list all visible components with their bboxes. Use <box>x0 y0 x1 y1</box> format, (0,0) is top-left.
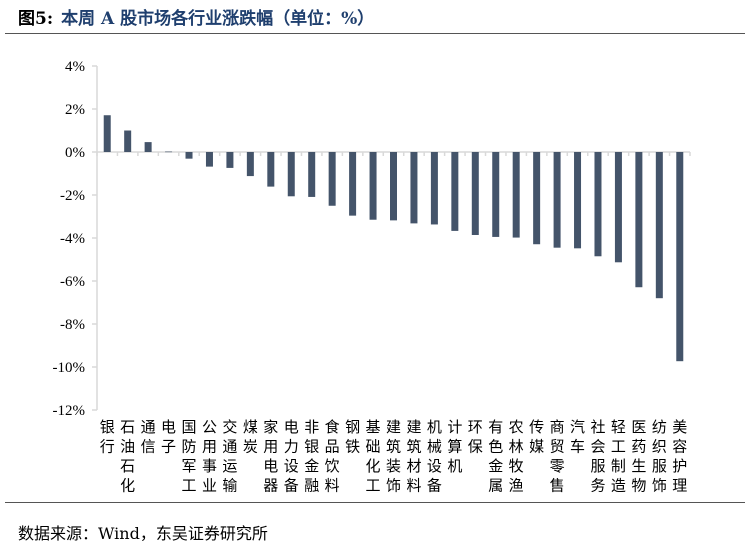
x-category-label: 食品饮料 <box>325 418 340 495</box>
x-category-label: 公用事业 <box>202 418 217 495</box>
bar-轻工制造 <box>614 152 622 263</box>
x-category-label: 钢铁 <box>345 418 360 456</box>
figure-title: 图5: 本周 A 股市场各行业涨跌幅（单位：%） <box>18 4 374 29</box>
x-category-label: 传媒 <box>529 418 544 456</box>
bar-基础化工 <box>369 152 377 220</box>
bar-食品饮料 <box>328 152 336 206</box>
y-tick-label: 2% <box>65 102 85 118</box>
bar-医药生物 <box>635 152 643 288</box>
bar-电力设备 <box>287 152 295 197</box>
bar-电子 <box>165 151 173 153</box>
x-category-label: 有色金属 <box>488 418 503 495</box>
y-tick-label: -10% <box>53 360 86 376</box>
x-category-label: 计算机 <box>447 418 462 475</box>
bar-交通运输 <box>226 152 234 168</box>
x-category-label: 医药生物 <box>631 418 646 495</box>
x-category-label: 农林牧渔 <box>509 418 524 495</box>
bar-有色金属 <box>492 152 500 237</box>
x-category-label: 电子 <box>161 418 176 456</box>
y-tick-label: -4% <box>60 231 85 247</box>
x-category-label: 家用电器 <box>263 418 278 495</box>
y-tick-label: -8% <box>60 317 85 333</box>
y-tick-label: 0% <box>65 145 85 161</box>
bar-美容护理 <box>676 152 684 362</box>
source-note: 数据来源：Wind，东吴证券研究所 <box>18 524 268 543</box>
x-category-label: 美容护理 <box>672 418 687 495</box>
bar-社会服务 <box>594 152 602 257</box>
x-category-label: 商贸零售 <box>550 418 565 495</box>
bar-煤炭 <box>246 152 254 177</box>
bar-商贸零售 <box>553 152 561 248</box>
x-category-label: 银行 <box>100 418 115 456</box>
bar-非银金融 <box>308 152 316 197</box>
x-category-label: 交通运输 <box>222 418 237 495</box>
bar-建筑材料 <box>410 152 418 224</box>
bar-建筑装饰 <box>390 152 397 221</box>
y-tick-label: -2% <box>60 188 85 204</box>
x-category-label: 基础化工 <box>366 418 381 495</box>
x-category-label: 石油石化 <box>120 418 135 495</box>
x-category-label: 国防军工 <box>182 418 197 495</box>
x-category-label: 纺织服饰 <box>652 418 667 495</box>
x-category-label: 环保 <box>468 418 483 456</box>
bar-国防军工 <box>185 152 193 159</box>
figure-label: 图5: <box>18 9 54 29</box>
y-tick-label: 4% <box>65 59 85 75</box>
bottom-divider <box>5 502 745 503</box>
bar-银行 <box>103 115 111 152</box>
y-tick-label: -6% <box>60 274 85 290</box>
bar-计算机 <box>451 152 459 231</box>
bar-传媒 <box>533 152 541 245</box>
x-category-label: 建筑材料 <box>406 418 421 495</box>
x-category-label: 通信 <box>141 418 156 456</box>
x-category-label: 社会服务 <box>590 418 605 495</box>
x-category-label: 电力设备 <box>284 418 299 495</box>
bar-公用事业 <box>205 152 213 167</box>
chart-title: 本周 A 股市场各行业涨跌幅（单位：%） <box>61 9 375 29</box>
x-category-label: 轻工制造 <box>611 418 626 495</box>
x-category-label: 汽车 <box>570 418 585 456</box>
bar-农林牧渔 <box>512 152 520 238</box>
y-tick-label: -12% <box>53 403 86 419</box>
bar-纺织服饰 <box>655 152 663 299</box>
bar-机械设备 <box>430 152 438 225</box>
x-category-label: 非银金融 <box>304 418 319 495</box>
bar-通信 <box>144 142 152 152</box>
bar-钢铁 <box>349 152 357 216</box>
x-category-label: 机械设备 <box>427 418 442 495</box>
x-category-label: 建筑装饰 <box>386 418 401 495</box>
bar-家用电器 <box>267 152 275 187</box>
bar-石油石化 <box>124 130 132 152</box>
x-category-label: 煤炭 <box>243 418 258 456</box>
bar-环保 <box>471 152 479 235</box>
top-divider <box>5 33 745 34</box>
bar-汽车 <box>574 152 582 249</box>
